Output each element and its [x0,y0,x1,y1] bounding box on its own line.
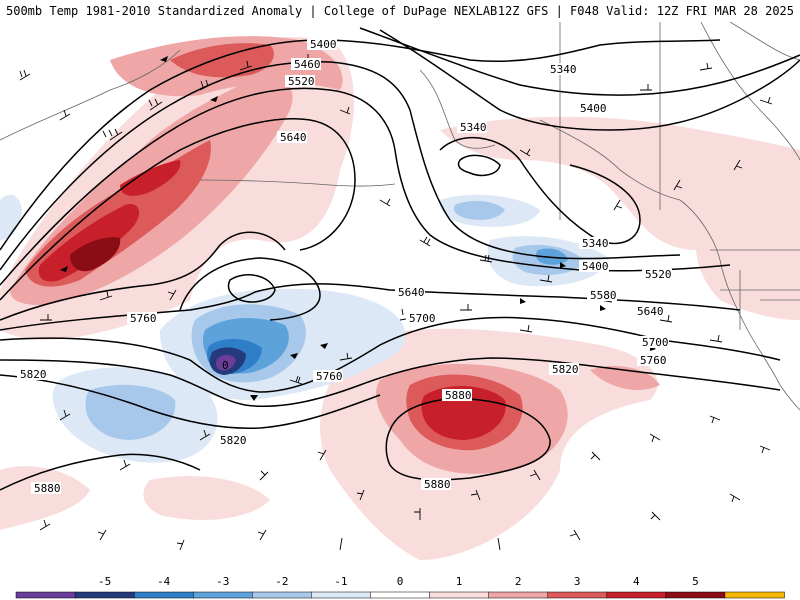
contour-label: 5820 [20,368,47,381]
contour-line [439,137,641,245]
contour-labels: 5400 5460 5520 5640 5340 5400 5340 5340 … [17,38,672,495]
warm-anomaly-area [70,237,121,272]
colorbar-tick-label: 3 [574,576,581,588]
cold-anomaly-area [453,200,505,220]
colorbar-swatch [724,591,785,599]
contour-label: 5520 [288,75,315,88]
colorbar-swatch [606,591,667,599]
header: 500mb Temp 1981-2010 Standardized Anomal… [0,0,800,22]
cold-anomaly-area [0,194,22,240]
contour-label: 5880 [445,389,472,402]
colorbar-tick-labels: -5 -4 -3 -2 -1 0 1 2 3 4 5 [98,576,699,588]
contour-line [0,61,681,271]
colorbar-swatch [665,591,726,599]
contour-line [0,357,781,408]
warm-anomaly-area [38,204,140,282]
contour-label: 5580 [590,289,617,302]
colorbar-tick-label: -5 [98,576,111,588]
contour-label: 5340 [550,63,577,76]
colorbar-swatch [547,591,608,599]
contour-label: 5400 [580,102,607,115]
colorbar-swatches [15,591,785,599]
contour-line [379,29,800,131]
contour-label: 0 [222,359,229,372]
contour-label: 5760 [316,370,343,383]
contour-label: 5880 [34,482,61,495]
contour-line [0,374,381,430]
colorbar-swatch [252,591,313,599]
contour-label: 5700 [642,336,669,349]
contour-label: 5820 [220,434,247,447]
contour-label: 5460 [294,58,321,71]
colorbar-swatch [311,591,372,599]
contour-label: 5700 [409,312,436,325]
contour-line [359,27,800,96]
contour-line [0,453,201,491]
contour-label: 5640 [280,131,307,144]
colorbar-tick-label: -1 [334,576,347,588]
colorbar-swatch [15,591,76,599]
warm-anomaly-area [0,466,90,530]
warm-anomaly-area [170,43,274,78]
warm-anomaly-area [120,160,181,196]
contour-line [179,257,321,321]
contour-line [0,231,286,321]
anomaly-map: 5400 5460 5520 5640 5340 5400 5340 5340 … [0,22,800,576]
colorbar-tick-label: 1 [456,576,463,588]
cold-anomaly-area [85,384,176,440]
colorbar-tick-label: 4 [633,576,640,588]
colorbar-swatch [370,591,431,599]
contour-label: 5820 [552,363,579,376]
colorbar-swatch [192,591,254,599]
contour-label: 5520 [645,268,672,281]
colorbar-tick-label: -4 [157,576,171,588]
warm-anomaly-area [696,225,800,320]
warm-anomaly-area [440,116,800,250]
contour-label: 5340 [460,121,487,134]
valid-time: 12Z GFS | F048 Valid: 12Z FRI MAR 28 202… [497,4,794,18]
contour-line [457,154,501,177]
colorbar-tick-label: 0 [397,576,404,588]
contour-label: 5880 [424,478,451,491]
colorbar-tick-label: 5 [692,576,699,588]
wind-flags [60,56,656,401]
cold-anomaly-area [215,354,236,371]
contour-label: 5760 [130,312,157,325]
colorbar-swatch [488,591,549,599]
contour-line [0,39,721,251]
cold-anomaly-area [535,248,568,265]
contour-line [227,274,276,303]
contour-label: 5640 [398,286,425,299]
colorbar-tick-label: -2 [275,576,288,588]
contour-label: 5400 [582,260,609,273]
colorbar-tick-label: -3 [216,576,229,588]
colorbar-tick-label: 2 [515,576,522,588]
anomaly-shading [0,36,800,560]
colorbar-swatch [133,591,194,599]
contour-label: 5400 [310,38,337,51]
colorbar: -5 -4 -3 -2 -1 0 1 2 3 4 5 [0,576,800,600]
contour-label: 5640 [637,305,664,318]
product-title: 500mb Temp 1981-2010 Standardized Anomal… [6,4,498,18]
warm-anomaly-area [143,476,270,520]
contour-label: 5340 [582,237,609,250]
colorbar-swatch [429,591,490,599]
contour-line [0,118,356,301]
colorbar-swatch [74,591,135,599]
contour-label: 5760 [640,354,667,367]
